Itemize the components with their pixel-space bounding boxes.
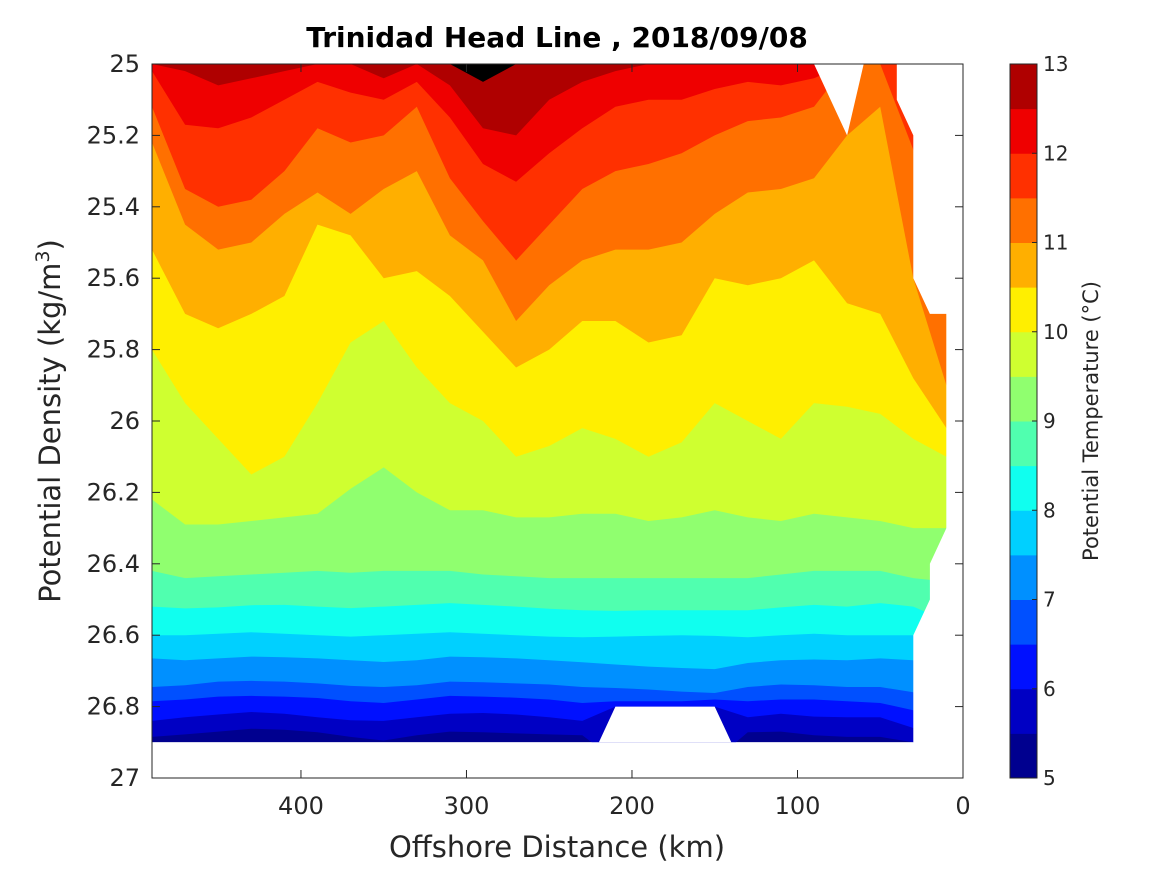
y-axis: 25 25.2 25.4 25.6 25.8 26 26.2 26.4 26.6 26.8 27 bbox=[87, 50, 963, 792]
colorbar-swatch bbox=[1010, 510, 1037, 556]
y-tick-label: 25 bbox=[109, 50, 140, 78]
chart-title: Trinidad Head Line , 2018/09/08 bbox=[306, 21, 808, 54]
contour-band-11.5 bbox=[152, 64, 947, 314]
colorbar-swatch bbox=[1010, 64, 1037, 110]
colorbar-swatch bbox=[1010, 108, 1037, 154]
y-tick-label: 25.8 bbox=[87, 336, 140, 364]
no-data-region-4 bbox=[946, 64, 963, 778]
y-axis-title-close: ) bbox=[33, 239, 67, 250]
y-tick-label: 25.2 bbox=[87, 121, 140, 149]
colorbar-title: Potential Temperature (°C) bbox=[1079, 281, 1103, 561]
x-tick-label: 200 bbox=[609, 792, 655, 820]
no-data-region-3 bbox=[152, 742, 963, 778]
no-data-region-0 bbox=[598, 706, 732, 743]
no-data-regions bbox=[152, 64, 963, 778]
colorbar-swatch bbox=[1010, 465, 1037, 511]
colorbar-swatch bbox=[1010, 421, 1037, 467]
x-axis: 400 300 200 100 0 bbox=[278, 64, 971, 820]
colorbar-swatch bbox=[1010, 376, 1037, 422]
contour-band-11 bbox=[152, 64, 947, 386]
colorbar-tick-label: 9 bbox=[1043, 409, 1056, 433]
y-tick-label: 25.4 bbox=[87, 193, 140, 221]
colorbar-tick-label: 8 bbox=[1043, 498, 1056, 522]
contour-band-12.5 bbox=[152, 64, 947, 136]
colorbar-swatch bbox=[1010, 242, 1037, 288]
colorbar bbox=[1009, 63, 1038, 779]
y-tick-label: 26.8 bbox=[87, 693, 140, 721]
colorbar-swatch bbox=[1010, 644, 1037, 690]
colorbar-tick-label: 5 bbox=[1043, 766, 1056, 790]
colorbar-axis: 5 6 7 8 9 10 11 12 13 bbox=[1032, 52, 1068, 790]
y-axis-title-main: Potential Density (kg/m bbox=[33, 263, 67, 603]
colorbar-tick-label: 10 bbox=[1043, 320, 1068, 344]
y-axis-title: Potential Density (kg/m3) bbox=[32, 239, 67, 603]
colorbar-swatch bbox=[1010, 733, 1037, 779]
y-tick-label: 26 bbox=[109, 407, 140, 435]
colorbar-swatch bbox=[1010, 688, 1037, 734]
x-tick-label: 0 bbox=[955, 792, 970, 820]
y-tick-label: 26.4 bbox=[87, 550, 140, 578]
y-tick-label: 27 bbox=[109, 764, 140, 792]
y-tick-label: 26.2 bbox=[87, 478, 140, 506]
colorbar-swatch bbox=[1010, 153, 1037, 199]
colorbar-swatch bbox=[1010, 554, 1037, 600]
colorbar-tick-label: 6 bbox=[1043, 677, 1056, 701]
colorbar-tick-label: 11 bbox=[1043, 231, 1068, 255]
colorbar-swatch bbox=[1010, 599, 1037, 645]
x-tick-label: 300 bbox=[444, 792, 490, 820]
x-axis-title: Offshore Distance (km) bbox=[389, 830, 725, 864]
colorbar-tick-label: 7 bbox=[1043, 588, 1056, 612]
x-tick-label: 400 bbox=[278, 792, 324, 820]
x-tick-label: 100 bbox=[775, 792, 821, 820]
colorbar-swatch bbox=[1010, 331, 1037, 377]
y-axis-title-superscript: 3 bbox=[32, 250, 54, 262]
no-data-region-1 bbox=[814, 64, 864, 136]
contour-fill bbox=[152, 64, 947, 778]
colorbar-swatch bbox=[1010, 287, 1037, 333]
contour-band-12 bbox=[152, 64, 947, 182]
y-tick-label: 25.6 bbox=[87, 264, 140, 292]
colorbar-swatch bbox=[1010, 197, 1037, 243]
colorbar-tick-label: 12 bbox=[1043, 141, 1068, 165]
y-tick-label: 26.6 bbox=[87, 621, 140, 649]
colorbar-tick-label: 13 bbox=[1043, 52, 1068, 76]
